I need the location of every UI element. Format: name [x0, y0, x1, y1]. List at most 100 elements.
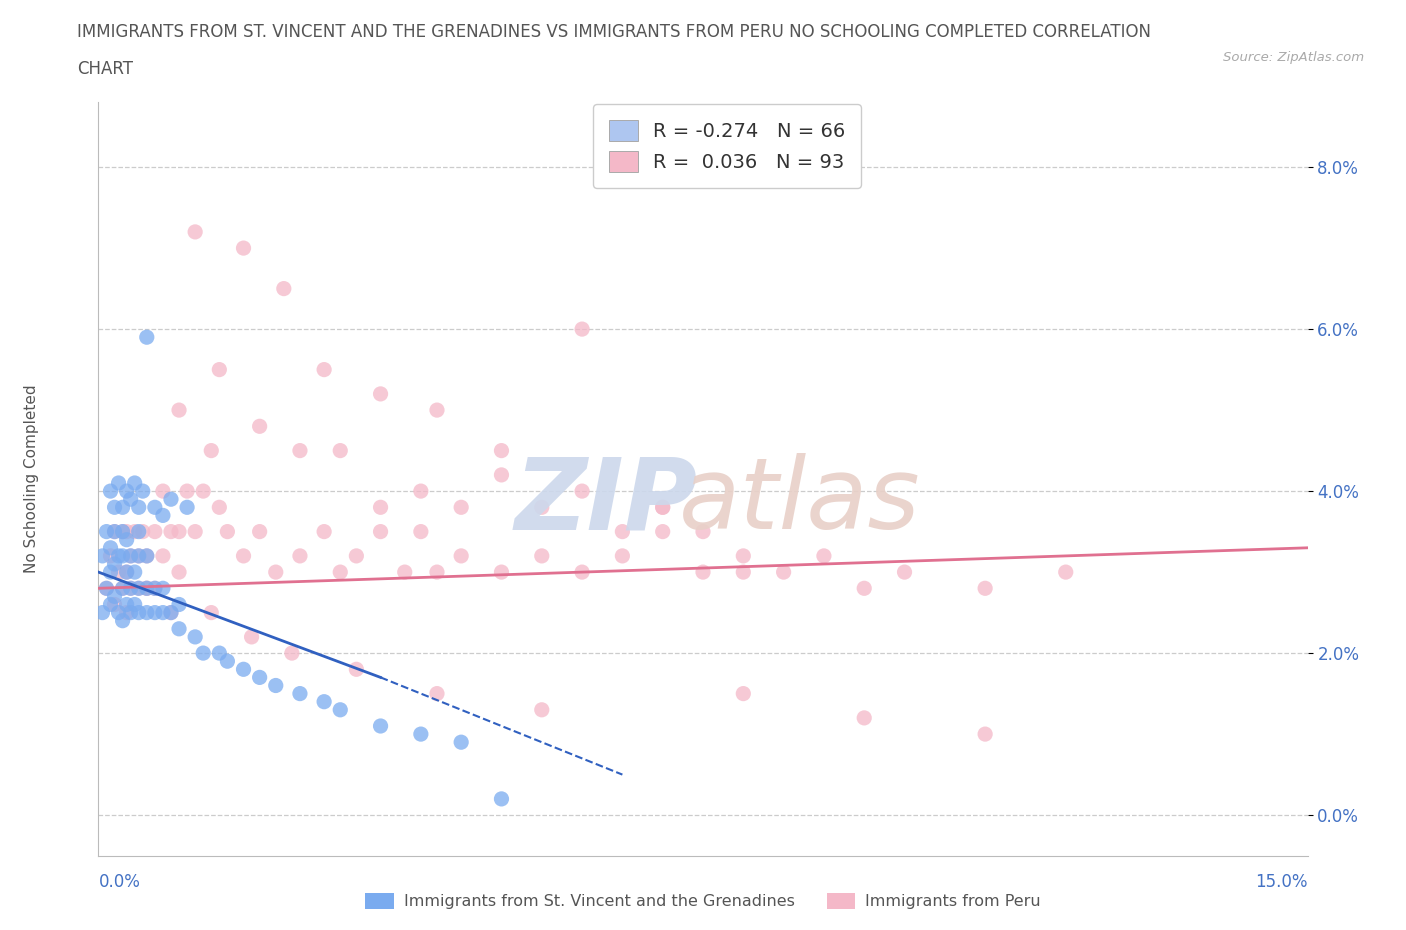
Point — [288, 549, 311, 564]
Point — [100, 565, 122, 579]
Point — [491, 565, 513, 579]
Point — [120, 581, 142, 596]
Point — [288, 444, 311, 458]
Point — [152, 508, 174, 523]
Point — [184, 630, 207, 644]
Point — [853, 581, 876, 596]
Point — [974, 581, 997, 596]
Point — [107, 475, 129, 490]
Point — [100, 484, 122, 498]
Point — [124, 565, 146, 579]
Text: CHART: CHART — [77, 60, 134, 78]
Point — [692, 565, 714, 579]
Point — [491, 468, 513, 483]
Point — [208, 362, 231, 377]
Point — [124, 525, 146, 539]
Point — [329, 702, 352, 717]
Point — [143, 581, 166, 596]
Point — [167, 621, 190, 636]
Point — [491, 444, 513, 458]
Point — [160, 605, 183, 620]
Point — [370, 499, 392, 514]
Point — [200, 605, 222, 620]
Point — [100, 549, 122, 564]
Legend: R = -0.274   N = 66, R =  0.036   N = 93: R = -0.274 N = 66, R = 0.036 N = 93 — [593, 104, 862, 188]
Point — [426, 686, 449, 701]
Point — [124, 597, 146, 612]
Point — [370, 525, 392, 539]
Point — [120, 492, 142, 507]
Point — [111, 581, 134, 596]
Point — [120, 549, 142, 564]
Point — [612, 525, 634, 539]
Point — [103, 499, 125, 514]
Point — [128, 605, 150, 620]
Point — [612, 549, 634, 564]
Point — [264, 678, 287, 693]
Point — [120, 549, 142, 564]
Point — [115, 605, 138, 620]
Point — [160, 525, 183, 539]
Point — [571, 484, 593, 498]
Point — [135, 581, 157, 596]
Legend: Immigrants from St. Vincent and the Grenadines, Immigrants from Peru: Immigrants from St. Vincent and the Gren… — [357, 885, 1049, 917]
Point — [692, 525, 714, 539]
Point — [107, 605, 129, 620]
Point — [264, 565, 287, 579]
Point — [115, 597, 138, 612]
Point — [370, 719, 392, 734]
Point — [135, 330, 157, 345]
Point — [232, 241, 254, 256]
Point — [344, 549, 367, 564]
Point — [152, 581, 174, 596]
Point — [176, 499, 198, 514]
Text: Source: ZipAtlas.com: Source: ZipAtlas.com — [1223, 51, 1364, 64]
Point — [571, 565, 593, 579]
Point — [491, 791, 513, 806]
Point — [813, 549, 835, 564]
Point — [193, 484, 215, 498]
Point — [184, 224, 207, 239]
Point — [132, 525, 155, 539]
Point — [124, 475, 146, 490]
Point — [530, 499, 553, 514]
Point — [160, 605, 183, 620]
Point — [128, 549, 150, 564]
Point — [135, 549, 157, 564]
Point — [128, 549, 150, 564]
Point — [128, 581, 150, 596]
Point — [135, 581, 157, 596]
Point — [107, 565, 129, 579]
Point — [91, 549, 114, 564]
Point — [160, 492, 183, 507]
Text: atlas: atlas — [679, 453, 921, 550]
Point — [143, 581, 166, 596]
Point — [167, 597, 190, 612]
Point — [200, 444, 222, 458]
Point — [103, 597, 125, 612]
Point — [167, 403, 190, 418]
Point — [217, 654, 239, 669]
Point — [143, 605, 166, 620]
Point — [426, 403, 449, 418]
Point — [115, 532, 138, 547]
Point — [96, 525, 118, 539]
Point — [240, 630, 263, 644]
Point — [111, 549, 134, 564]
Point — [281, 645, 304, 660]
Point — [143, 499, 166, 514]
Point — [232, 662, 254, 677]
Point — [651, 499, 673, 514]
Point — [1054, 565, 1077, 579]
Point — [152, 605, 174, 620]
Point — [329, 565, 352, 579]
Point — [96, 581, 118, 596]
Point — [167, 525, 190, 539]
Point — [111, 525, 134, 539]
Point — [111, 525, 134, 539]
Point — [314, 695, 336, 710]
Text: IMMIGRANTS FROM ST. VINCENT AND THE GRENADINES VS IMMIGRANTS FROM PERU NO SCHOOL: IMMIGRANTS FROM ST. VINCENT AND THE GREN… — [77, 23, 1152, 41]
Point — [120, 581, 142, 596]
Point — [167, 565, 190, 579]
Point — [135, 581, 157, 596]
